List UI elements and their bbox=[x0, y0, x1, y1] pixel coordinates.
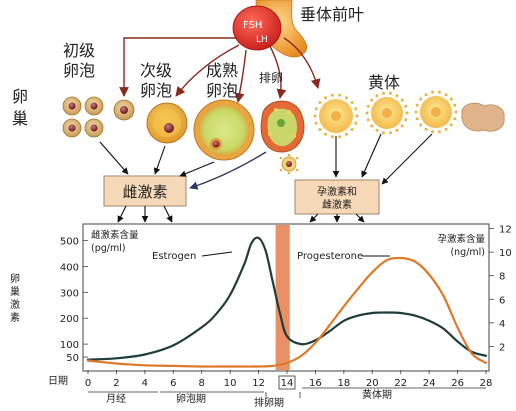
primary-follicle bbox=[84, 96, 104, 116]
primary-follicles bbox=[62, 96, 135, 138]
primary-follicle bbox=[62, 118, 82, 138]
estrogen-box: 雌激素 bbox=[103, 175, 187, 207]
arrow bbox=[309, 213, 319, 223]
left-axis-ticks: 50 100 200 300 400 500 bbox=[60, 237, 88, 364]
x-tick-label: 14 bbox=[281, 378, 294, 389]
lh-arrow-ovulation bbox=[269, 45, 287, 99]
x-tick-label: 24 bbox=[423, 378, 436, 389]
phase-brackets bbox=[88, 387, 486, 398]
estrogen-box-label: 雌激素 bbox=[122, 183, 167, 201]
luteum-to-progesterone-arrows bbox=[332, 133, 433, 185]
right-tick-label: 6 bbox=[499, 295, 505, 306]
ovulation-band bbox=[275, 225, 290, 370]
right-tick-label: 12 bbox=[499, 225, 512, 236]
left-tick-label: 200 bbox=[60, 314, 79, 325]
left-tick-label: 300 bbox=[60, 288, 79, 299]
lh-arrow-corpus-luteum bbox=[283, 37, 321, 89]
x-tick-label: 18 bbox=[337, 378, 350, 389]
arrow bbox=[153, 145, 166, 175]
highlighted-day-box bbox=[278, 375, 296, 390]
menstruation-label: 月经 bbox=[106, 392, 126, 405]
x-tick-label: 4 bbox=[142, 378, 148, 389]
hormone-chart: 0 2 4 6 8 10 12 14 16 18 20 22 24 26 28 50100200300400… bbox=[60, 223, 512, 390]
left-tick-label: 400 bbox=[60, 262, 79, 273]
x-tick-label: 26 bbox=[451, 378, 464, 389]
corpus-luteum-label: 黄体 bbox=[368, 73, 400, 92]
primary-follicle-growing bbox=[113, 99, 135, 121]
left-tick-label: 500 bbox=[60, 237, 79, 248]
right-axis-label: 孕激素含量(ng/ml) bbox=[437, 233, 485, 258]
right-axis-ticks: 2 4 6 8 10 12 bbox=[489, 225, 512, 353]
secondary-follicle bbox=[146, 102, 188, 144]
x-tick-label: 8 bbox=[199, 378, 205, 389]
mature-follicle bbox=[193, 99, 255, 161]
arrow bbox=[117, 205, 127, 223]
progesterone-series-line bbox=[86, 256, 488, 368]
fsh-arrow-secondary bbox=[175, 44, 240, 97]
estrogen-series-line bbox=[86, 236, 488, 361]
progesterone-estrogen-box: 孕激素和雌激素 bbox=[294, 179, 380, 215]
left-axis-label: 雌激素含量(pg/ml) bbox=[91, 229, 139, 254]
x-tick-label: 0 bbox=[85, 378, 91, 389]
right-tick-label: 4 bbox=[499, 319, 505, 330]
primary-follicle-label: 初级卵泡 bbox=[63, 41, 95, 80]
primary-follicle bbox=[84, 118, 104, 138]
x-tick-label: 6 bbox=[170, 378, 176, 389]
x-tick-label: 10 bbox=[224, 378, 237, 389]
arrow bbox=[361, 133, 382, 178]
fsh-label: FSH bbox=[243, 20, 262, 31]
follicle-to-estrogen-arrows bbox=[99, 141, 215, 177]
left-tick-label: 50 bbox=[66, 353, 79, 364]
estrogen-series-label: Estrogen bbox=[152, 251, 196, 262]
mature-follicle-label: 成熟卵泡 bbox=[206, 61, 238, 100]
box-to-chart-arrows bbox=[117, 205, 365, 223]
luteal-phase-label: 黄体期 bbox=[362, 388, 392, 401]
secondary-follicle-label: 次级卵泡 bbox=[140, 61, 172, 100]
arrow bbox=[99, 141, 129, 175]
x-tick-label: 16 bbox=[309, 378, 322, 389]
fsh-arrow-primary bbox=[119, 37, 237, 97]
arrow bbox=[163, 205, 173, 223]
right-tick-label: 10 bbox=[499, 248, 512, 259]
arrow bbox=[355, 213, 365, 223]
progesterone-estrogen-box-label: 孕激素和雌激素 bbox=[317, 185, 357, 211]
ovarian-hormone-side-label: 卵巢激素 bbox=[10, 273, 20, 324]
corpus-luteum-mature bbox=[365, 91, 409, 135]
released-ovum bbox=[279, 153, 299, 175]
corpus-albicans bbox=[461, 102, 505, 132]
x-tick-label: 12 bbox=[252, 378, 265, 389]
pituitary-label: 垂体前叶 bbox=[300, 5, 364, 24]
follicular-phase-label: 卵泡期 bbox=[176, 392, 206, 405]
left-tick-label: 100 bbox=[60, 340, 79, 351]
corpus-luteum-regressing bbox=[414, 90, 458, 134]
ovary-label: 卵 巢 bbox=[12, 87, 33, 128]
lh-label: LH bbox=[256, 35, 268, 45]
pituitary-hormone-arrows bbox=[119, 37, 321, 103]
estrogen-label-leader bbox=[201, 251, 233, 257]
x-tick-label: 20 bbox=[366, 378, 379, 389]
ovulation-phase-label: 排卵期 bbox=[254, 396, 284, 409]
pituitary-gland: FSH LH bbox=[232, 0, 308, 58]
x-tick-label: 28 bbox=[480, 378, 493, 389]
fsh-lh-lobe bbox=[232, 5, 282, 51]
ovulation-bracket bbox=[265, 392, 301, 398]
ovulating-follicle bbox=[260, 100, 305, 153]
date-axis-label: 日期 bbox=[48, 375, 68, 387]
corpus-luteum-forming bbox=[313, 93, 359, 139]
phase-labels: 月经 卵泡期 排卵期 黄体期 bbox=[106, 388, 392, 409]
x-tick-label: 22 bbox=[394, 378, 407, 389]
ovulation-to-estrogen-arrow bbox=[189, 151, 267, 190]
series-layer bbox=[86, 236, 488, 368]
x-tick-label: 2 bbox=[113, 378, 119, 389]
arrow bbox=[179, 161, 215, 177]
lh-arrow-mature bbox=[234, 49, 247, 103]
progesterone-series-label: Progesterone bbox=[297, 251, 363, 262]
arrow bbox=[381, 133, 433, 185]
primary-follicle bbox=[62, 96, 82, 116]
x-axis-ticks: 0 2 4 6 8 10 12 14 16 18 20 22 24 26 28 bbox=[85, 370, 493, 390]
right-tick-label: 8 bbox=[499, 272, 505, 283]
ovulation-label: 排卵 bbox=[259, 71, 283, 85]
right-tick-label: 2 bbox=[499, 342, 505, 353]
